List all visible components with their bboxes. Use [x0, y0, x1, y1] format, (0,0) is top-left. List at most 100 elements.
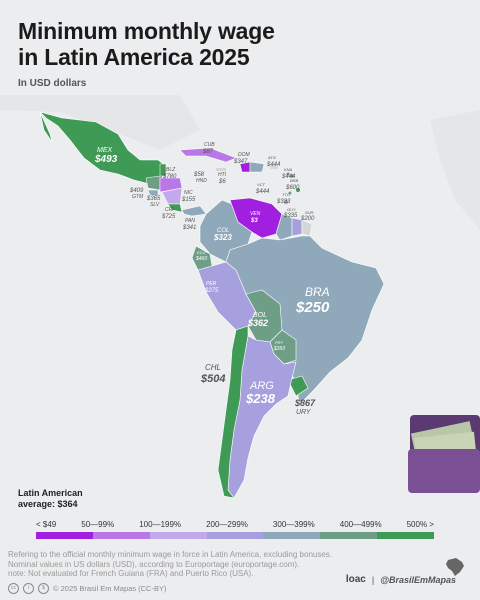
average-line-1: Latin American	[18, 488, 83, 498]
title-line-2: in Latin America 2025	[18, 44, 250, 70]
country-barbados[interactable]	[296, 188, 300, 192]
legend-swatch	[36, 532, 93, 539]
country-uruguay[interactable]	[287, 375, 309, 397]
label-code-cub: CUB	[204, 142, 215, 148]
country-saint-vincent[interactable]	[288, 191, 292, 195]
footer: cc i $ © 2025 Brasil Em Mapas (CC-BY)	[8, 583, 166, 594]
legend-label: 400—499%	[339, 520, 382, 529]
country-costa-rica[interactable]	[167, 203, 183, 213]
label-code-col: COL	[217, 228, 229, 234]
label-value-per: $275	[204, 288, 219, 294]
country-chile[interactable]	[217, 325, 249, 499]
label-code-ury: URY	[296, 409, 312, 416]
brand-handle: @BrasilEmMapas	[380, 574, 456, 585]
legend-label: 200—299%	[206, 520, 248, 529]
legend-label: 500% >	[406, 520, 434, 529]
label-code-cri: CRI	[165, 207, 174, 213]
country-puerto-rico[interactable]	[270, 165, 278, 169]
label-value-ury: $867	[294, 398, 316, 408]
legend-label: 100—199%	[139, 520, 182, 529]
country-panama[interactable]	[181, 205, 207, 217]
page-title: Minimum monthly wage in Latin America 20…	[18, 18, 275, 70]
legend-swatch	[149, 532, 207, 539]
label-value-cub: $87	[202, 149, 214, 155]
label-code-kna: KNA	[284, 167, 293, 172]
legend-swatch	[377, 532, 435, 539]
by-icon: i	[23, 583, 34, 594]
label-value-bra: $250	[295, 299, 330, 316]
legend-swatch	[320, 532, 378, 539]
note-line: Refering to the official monthly minimum…	[8, 550, 333, 559]
label-code-pry: PRY	[275, 340, 283, 345]
copyright-text: © 2025 Brasil Em Mapas (CC-BY)	[53, 584, 167, 593]
legend: < $49 50—99% 100—199% 200—299% 300—399% …	[36, 520, 435, 539]
brand-logo: loac	[345, 574, 366, 585]
cc-icon: cc	[8, 583, 19, 594]
country-belize[interactable]	[159, 163, 167, 177]
legend-label: 300—399%	[272, 520, 315, 529]
label-value-slv: $365	[146, 196, 161, 202]
label-value-ven: $3	[250, 218, 258, 224]
brazil-map-icon	[446, 558, 464, 576]
label-code-per: PER	[206, 281, 217, 287]
wallet-illustration	[408, 415, 480, 493]
legend-swatch	[206, 532, 264, 539]
legend-swatch	[92, 532, 150, 539]
notes: Refering to the official monthly minimum…	[8, 550, 408, 579]
country-antigua[interactable]	[290, 174, 294, 178]
label-value-sur: $200	[300, 216, 315, 222]
label-value-guy: $335	[283, 213, 298, 219]
label-code-sur: SUR	[305, 210, 314, 215]
sa-icon: $	[38, 583, 49, 594]
label-value-vct: $444	[255, 189, 270, 195]
label-value-cri: $725	[161, 214, 176, 220]
country-guatemala[interactable]	[145, 175, 161, 191]
label-code-vct: VCT	[257, 182, 266, 187]
subtitle: In USD dollars	[18, 78, 87, 89]
country-guyana[interactable]	[275, 213, 293, 241]
label-value-atg: $444	[266, 162, 281, 168]
label-code-tto: TTO	[282, 192, 290, 197]
label-code-bol: BOL	[253, 312, 267, 319]
label-value-hti: $6	[218, 179, 226, 185]
label-code-bra: BRA	[305, 285, 330, 299]
legend-label: < $49	[36, 520, 57, 529]
label-value-chl: $504	[200, 373, 225, 385]
brand-separator: |	[371, 574, 375, 585]
country-dominican-republic[interactable]	[249, 161, 265, 173]
label-value-dom: $347	[233, 159, 248, 165]
label-value-gtm: $409	[129, 188, 144, 194]
label-value-tto: $333	[276, 199, 291, 205]
note-line: note: Not evaluated for French Guiana (F…	[8, 569, 254, 578]
label-code-chl: CHL	[205, 363, 221, 372]
label-value-mex: $493	[94, 154, 118, 165]
latin-america-map: MEX $493 CUB $87 BLZ $780 DOM $347 $409 …	[0, 95, 480, 499]
legend-labels: < $49 50—99% 100—199% 200—299% 300—399% …	[36, 520, 434, 529]
label-code-dom: DOM	[238, 152, 251, 158]
label-code-brb: BRB	[290, 178, 299, 183]
label-code-hnd: HND	[196, 178, 207, 184]
label-code-hti: HTI	[218, 172, 227, 178]
label-code-ven: VEN	[250, 211, 261, 217]
legend-swatch	[263, 532, 321, 539]
country-jamaica[interactable]	[216, 168, 226, 171]
note-line: Nominal values in US dollars (USD), acco…	[8, 559, 300, 569]
country-el-salvador[interactable]	[147, 189, 159, 197]
background-africa	[430, 110, 480, 230]
country-trinidad[interactable]	[283, 199, 289, 205]
label-code-arg: ARG	[249, 380, 274, 392]
label-value-brb: $600	[285, 185, 300, 191]
label-value-col: $323	[213, 233, 232, 242]
label-code-nic: NIC	[184, 190, 193, 196]
background-usa	[0, 95, 200, 150]
label-value-pry: $350	[273, 346, 285, 352]
country-french-guiana[interactable]	[301, 219, 313, 237]
label-value-hnd: $58	[193, 172, 205, 178]
label-value-kna: $444	[281, 174, 296, 180]
label-value-bol: $362	[247, 318, 268, 328]
label-code-slv: SLV	[150, 202, 160, 208]
label-value-nic: $155	[181, 197, 196, 203]
country-cuba[interactable]	[179, 147, 237, 163]
country-saint-kitts[interactable]	[286, 172, 290, 176]
label-code-pan: PAN	[185, 218, 195, 224]
